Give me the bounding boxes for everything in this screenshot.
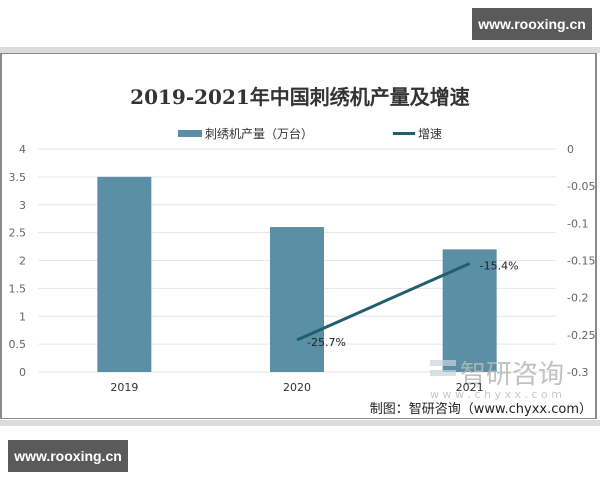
y2-tick-label: -0.3	[567, 366, 588, 379]
y2-tick-label: -0.15	[567, 255, 595, 268]
y-tick-label: 1	[19, 310, 26, 323]
watermark-badge-top: www.rooxing.cn	[472, 8, 592, 40]
watermark-text: 智研咨询	[460, 360, 564, 390]
divider-bottom	[0, 420, 600, 426]
y-tick-label: 3.5	[9, 171, 27, 184]
divider-top	[0, 47, 600, 53]
y-axis-left: 4 3.5 3 2.5 2 1.5 1 0.5 0	[9, 143, 27, 379]
watermark-badge-bottom: www.rooxing.cn	[8, 440, 128, 472]
y-tick-label: 0	[19, 366, 26, 379]
data-label: -25.7%	[307, 336, 346, 349]
growth-line: -25.7% -15.4%	[296, 259, 519, 349]
bar	[442, 249, 497, 372]
x-tick-label: 2020	[283, 381, 311, 394]
y-axis-right: 0 -0.05 -0.1 -0.15 -0.2 -0.25 -0.3	[567, 143, 595, 379]
legend-bar-swatch	[178, 130, 202, 137]
y2-tick-label: -0.2	[567, 292, 588, 305]
y2-tick-label: -0.1	[567, 217, 588, 230]
bars	[97, 176, 497, 372]
y2-tick-label: -0.05	[567, 180, 595, 193]
y-tick-label: 4	[19, 143, 26, 156]
y-tick-label: 1.5	[9, 282, 27, 295]
watermark-url: w w w . c h y x x . c o m	[430, 388, 562, 401]
chart-watermark: 智研咨询 w w w . c h y x x . c o m	[430, 360, 564, 401]
legend-line-swatch	[393, 132, 415, 135]
legend-line-label: 增速	[418, 127, 442, 141]
legend: 刺绣机产量（万台） 增速	[178, 126, 442, 141]
y-tick-label: 3	[19, 199, 26, 212]
chart-title: 2019-2021年中国刺绣机产量及增速	[130, 85, 470, 109]
data-label: -15.4%	[480, 259, 519, 272]
x-tick-label: 2021	[456, 381, 484, 394]
bar	[97, 176, 152, 372]
y-tick-label: 0.5	[9, 338, 27, 351]
x-axis: 2019 2020 2021	[110, 381, 483, 394]
source-caption: 制图：智研咨询（www.chyxx.com）	[370, 402, 592, 417]
y2-tick-label: -0.25	[567, 329, 595, 342]
y-tick-label: 2.5	[9, 227, 27, 240]
y2-tick-label: 0	[567, 143, 574, 156]
legend-bar-label: 刺绣机产量（万台）	[205, 126, 313, 141]
y-tick-label: 2	[19, 255, 26, 268]
x-tick-label: 2019	[110, 381, 138, 394]
bar	[270, 227, 324, 372]
